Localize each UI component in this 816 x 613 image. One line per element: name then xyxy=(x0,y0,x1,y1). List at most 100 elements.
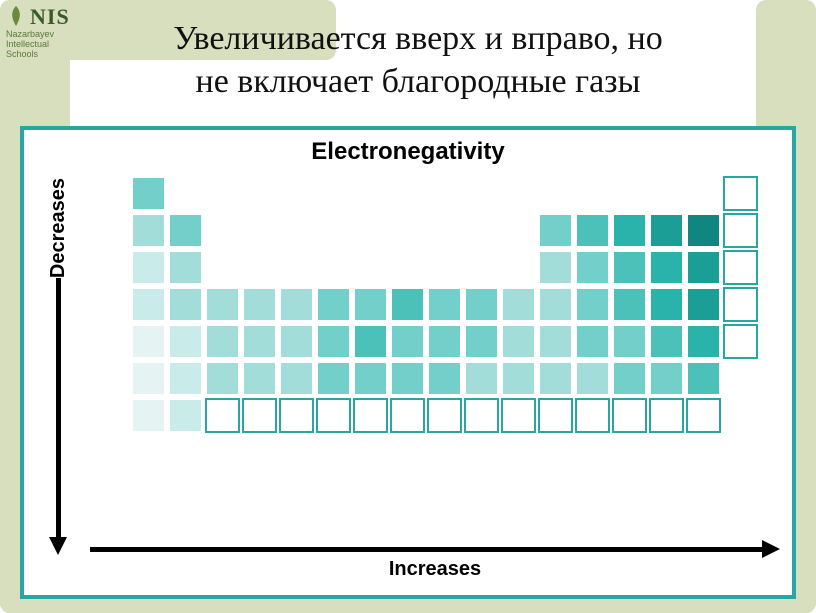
element-cell xyxy=(649,250,684,285)
logo-line3: Schools xyxy=(6,50,74,60)
element-cell xyxy=(686,287,721,322)
element-cell xyxy=(131,324,166,359)
element-cell-empty xyxy=(390,398,425,433)
title-line1: Увеличивается вверх и вправо, но xyxy=(173,20,662,57)
element-cell xyxy=(353,361,388,396)
element-cell xyxy=(501,287,536,322)
periodic-grid xyxy=(90,172,780,538)
element-cell xyxy=(538,324,573,359)
element-cell xyxy=(649,324,684,359)
element-cell-empty xyxy=(316,398,351,433)
element-cell-empty xyxy=(612,398,647,433)
element-cell xyxy=(575,361,610,396)
element-cell xyxy=(538,213,573,248)
element-cell xyxy=(575,250,610,285)
element-cell xyxy=(242,287,277,322)
element-cell xyxy=(279,287,314,322)
element-cell xyxy=(390,361,425,396)
arrow-down-icon xyxy=(49,537,67,555)
element-cell xyxy=(390,324,425,359)
element-cell xyxy=(168,287,203,322)
element-cell xyxy=(686,213,721,248)
electronegativity-chart: Electronegativity Decreases Increases xyxy=(20,126,796,599)
element-cell-empty xyxy=(686,398,721,433)
element-cell xyxy=(168,398,203,433)
element-cell-empty xyxy=(427,398,462,433)
title-line2: не включает благородные газы xyxy=(196,63,641,100)
element-cell xyxy=(168,361,203,396)
element-cell xyxy=(649,287,684,322)
element-cell xyxy=(131,361,166,396)
element-cell xyxy=(131,398,166,433)
element-cell xyxy=(575,287,610,322)
element-cell-empty xyxy=(723,324,758,359)
element-cell xyxy=(575,213,610,248)
element-cell xyxy=(612,213,647,248)
y-axis-shaft xyxy=(56,278,61,537)
element-cell-empty xyxy=(353,398,388,433)
y-axis-label: Decreases xyxy=(47,178,70,278)
element-cell-empty xyxy=(538,398,573,433)
element-cell-empty xyxy=(501,398,536,433)
element-cell xyxy=(649,361,684,396)
element-cell xyxy=(316,324,351,359)
element-cell xyxy=(427,361,462,396)
element-cell xyxy=(501,361,536,396)
y-axis: Decreases xyxy=(36,172,80,581)
element-cell xyxy=(464,361,499,396)
x-axis: Increases xyxy=(90,540,780,581)
element-cell xyxy=(649,213,684,248)
element-cell xyxy=(131,250,166,285)
element-cell xyxy=(612,250,647,285)
element-cell xyxy=(612,361,647,396)
element-cell-empty xyxy=(723,287,758,322)
element-cell xyxy=(279,324,314,359)
element-cell xyxy=(205,324,240,359)
element-cell xyxy=(131,176,166,211)
element-cell xyxy=(168,324,203,359)
element-cell-empty xyxy=(205,398,240,433)
x-axis-shaft xyxy=(90,547,762,552)
element-cell xyxy=(427,324,462,359)
element-cell xyxy=(168,213,203,248)
element-cell xyxy=(131,213,166,248)
x-axis-label: Increases xyxy=(389,558,481,581)
element-cell xyxy=(538,250,573,285)
element-cell xyxy=(464,287,499,322)
arrow-right-icon xyxy=(762,540,780,558)
element-cell xyxy=(242,324,277,359)
leaf-icon xyxy=(6,4,26,30)
element-cell xyxy=(686,361,721,396)
element-cell-empty xyxy=(464,398,499,433)
element-cell xyxy=(612,287,647,322)
element-cell-empty xyxy=(649,398,684,433)
element-cell xyxy=(316,287,351,322)
element-cell-empty xyxy=(279,398,314,433)
chart-title: Electronegativity xyxy=(36,138,780,166)
element-cell-empty xyxy=(575,398,610,433)
element-cell xyxy=(686,250,721,285)
element-cell xyxy=(316,361,351,396)
element-cell xyxy=(538,287,573,322)
element-cell xyxy=(242,361,277,396)
element-cell xyxy=(279,361,314,396)
element-cell xyxy=(464,324,499,359)
element-cell-empty xyxy=(723,176,758,211)
element-cell-empty xyxy=(242,398,277,433)
element-cell-empty xyxy=(723,250,758,285)
element-cell xyxy=(612,324,647,359)
element-cell xyxy=(205,361,240,396)
element-cell xyxy=(390,287,425,322)
element-cell xyxy=(575,324,610,359)
element-cell xyxy=(168,250,203,285)
element-cell xyxy=(686,324,721,359)
element-cell xyxy=(205,287,240,322)
slide-title: Увеличивается вверх и вправо, но не вклю… xyxy=(80,18,756,103)
logo: NIS Nazarbayev Intellectual Schools xyxy=(6,4,74,60)
element-cell xyxy=(427,287,462,322)
element-cell xyxy=(353,324,388,359)
element-cell-empty xyxy=(723,213,758,248)
logo-abbrev: NIS xyxy=(30,4,70,29)
element-cell xyxy=(538,361,573,396)
element-cell xyxy=(501,324,536,359)
